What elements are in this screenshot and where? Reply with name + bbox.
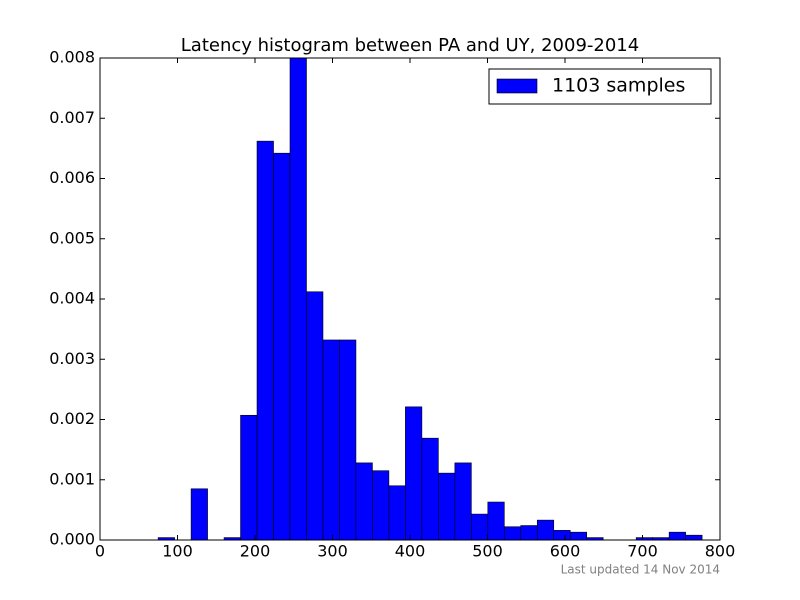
x-tick-label: 600 xyxy=(550,542,581,561)
x-tick-label: 100 xyxy=(162,542,193,561)
y-tick-label: 0.003 xyxy=(49,349,95,368)
x-tick-label: 0 xyxy=(95,542,105,561)
bar xyxy=(471,513,489,541)
bar xyxy=(438,472,456,541)
y-tick-label: 0.000 xyxy=(49,530,95,549)
bar xyxy=(405,406,423,541)
y-tick-label: 0.005 xyxy=(49,228,95,247)
y-tick-label: 0.001 xyxy=(49,469,95,488)
bar xyxy=(388,485,406,541)
y-tick-label: 0.008 xyxy=(49,48,95,67)
legend-label: 1103 samples xyxy=(552,75,685,97)
bar xyxy=(306,291,324,541)
bar xyxy=(273,152,291,541)
bar xyxy=(503,526,522,541)
legend-swatch xyxy=(496,78,538,94)
y-tick-label: 0.002 xyxy=(49,409,95,428)
bar xyxy=(520,525,538,541)
bar xyxy=(569,531,588,541)
bar xyxy=(190,488,208,541)
x-tick-label: 200 xyxy=(240,542,271,561)
bar xyxy=(256,140,274,541)
x-tick-label: 700 xyxy=(627,542,658,561)
bar xyxy=(240,414,258,541)
y-tick-label: 0.004 xyxy=(49,289,95,308)
annotation: Last updated 14 Nov 2014 xyxy=(561,563,720,577)
bar xyxy=(355,462,373,541)
bar xyxy=(372,470,390,541)
bar xyxy=(487,501,505,541)
bar xyxy=(536,519,555,541)
bar xyxy=(553,530,571,541)
bar xyxy=(339,339,357,541)
y-tick-label: 0.007 xyxy=(49,108,95,127)
bar xyxy=(421,437,439,541)
chart-title: Latency histogram between PA and UY, 200… xyxy=(181,35,639,56)
x-tick-label: 500 xyxy=(472,542,503,561)
y-tick-label: 0.006 xyxy=(49,168,95,187)
x-tick-label: 800 xyxy=(705,542,736,561)
bar xyxy=(322,339,340,541)
bar xyxy=(685,534,703,541)
bar xyxy=(668,531,686,541)
x-tick-label: 400 xyxy=(395,542,426,561)
x-tick-label: 300 xyxy=(317,542,348,561)
bar xyxy=(289,57,307,541)
bar xyxy=(454,462,472,541)
